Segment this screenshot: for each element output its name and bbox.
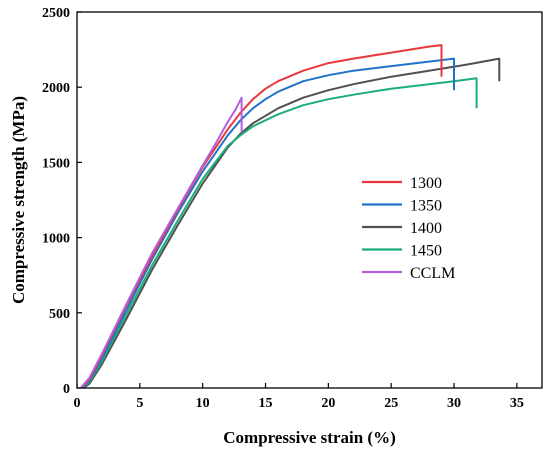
axis-ticks: 0 5 10 15 20 25 30 35 0 500 1000 1500 2000 2500 [42,6,524,411]
x-tick-label: 15 [259,396,273,411]
x-tick-label: 20 [321,396,335,411]
series-line-1350 [80,57,455,389]
x-tick-label: 5 [136,396,143,411]
plot-area-frame [76,11,543,389]
y-tick-label: 2000 [42,81,70,96]
y-axis-title: Compressive strength (MPa) [9,96,28,304]
x-tick-label: 25 [384,396,398,411]
y-tick-label: 0 [63,382,70,397]
series-line-1450 [81,77,478,389]
x-tick-label: 30 [447,396,461,411]
legend-label-cclm: CCLM [410,265,455,282]
series-lines [80,44,501,389]
x-tick-label: 10 [196,396,210,411]
series-line-1300 [80,44,443,389]
y-tick-label: 500 [49,307,70,322]
legend-label-1400: 1400 [410,220,442,237]
series-line-cclm [80,96,243,389]
y-tick-label: 2500 [42,6,70,21]
x-tick-label: 0 [74,396,81,411]
series-line-1400 [82,57,501,389]
x-axis-title: Compressive strain (%) [223,428,396,447]
legend-label-1350: 1350 [410,198,442,215]
y-tick-label: 1000 [42,232,70,247]
y-tick-label: 1500 [42,156,70,171]
x-tick-label: 35 [510,396,524,411]
legend-label-1300: 1300 [410,175,442,192]
legend: 1300 1350 1400 1450 CCLM [362,175,455,282]
legend-label-1450: 1450 [410,243,442,260]
